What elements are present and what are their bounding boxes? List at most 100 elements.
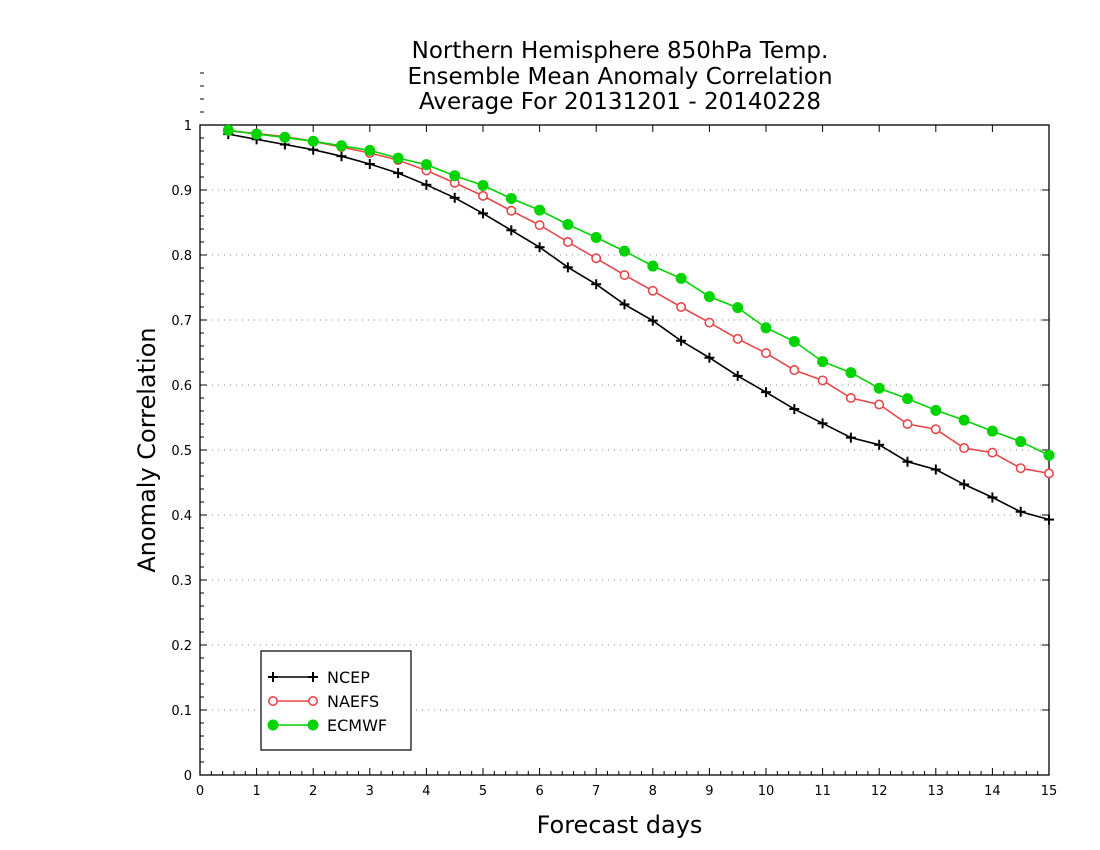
legend: NCEP NAEFS ECMWF bbox=[260, 650, 412, 751]
legend-label-ecmwf: ECMWF bbox=[327, 716, 387, 735]
data-point bbox=[449, 170, 461, 182]
series-lines bbox=[222, 124, 1055, 525]
legend-marker-left bbox=[267, 695, 278, 706]
legend-label-naefs: NAEFS bbox=[327, 692, 379, 711]
data-point bbox=[420, 159, 432, 171]
y-tick-label: 1 bbox=[184, 119, 192, 134]
data-point bbox=[392, 152, 404, 164]
data-point bbox=[505, 192, 517, 204]
x-tick-label: 7 bbox=[592, 784, 600, 799]
data-point bbox=[336, 151, 347, 162]
data-point bbox=[1015, 463, 1026, 474]
data-point bbox=[704, 317, 715, 328]
x-axis-label: Forecast days bbox=[537, 811, 703, 839]
data-point bbox=[562, 218, 574, 230]
data-point bbox=[534, 220, 545, 231]
series-ncep bbox=[223, 129, 1054, 525]
data-point bbox=[675, 272, 687, 284]
series-line-naefs bbox=[228, 130, 1050, 475]
data-point bbox=[902, 393, 913, 405]
series-ecmwf bbox=[222, 124, 1055, 461]
data-point bbox=[307, 135, 319, 147]
data-point bbox=[987, 447, 998, 458]
data-point bbox=[986, 425, 998, 437]
data-point bbox=[279, 131, 291, 143]
legend-marker-right bbox=[308, 672, 318, 682]
data-point bbox=[760, 348, 771, 359]
y-tick-label: 0.7 bbox=[171, 314, 192, 329]
y-tick-label: 0.5 bbox=[171, 444, 192, 459]
data-point bbox=[222, 124, 234, 136]
data-point bbox=[930, 464, 941, 475]
data-point bbox=[1043, 449, 1055, 461]
data-point bbox=[478, 208, 488, 219]
y-tick-label: 0.1 bbox=[171, 704, 192, 719]
title-line-1: Ensemble Mean Anomaly Correlation bbox=[407, 64, 832, 90]
data-point bbox=[789, 404, 800, 415]
series-line-ncep bbox=[228, 133, 1050, 521]
data-point bbox=[930, 404, 942, 416]
y-tick-label: 0.2 bbox=[171, 639, 192, 654]
data-point bbox=[845, 432, 856, 443]
data-point bbox=[732, 333, 743, 344]
y-tick-label: 0.6 bbox=[171, 379, 192, 394]
x-tick-label: 0 bbox=[196, 784, 204, 799]
data-point bbox=[506, 205, 517, 216]
x-tick-label: 5 bbox=[479, 784, 487, 799]
data-point bbox=[449, 192, 460, 203]
x-tick-label: 6 bbox=[535, 784, 543, 799]
data-point bbox=[590, 231, 602, 243]
x-tick-label: 4 bbox=[422, 784, 430, 799]
data-point bbox=[874, 399, 885, 410]
data-point bbox=[760, 322, 772, 334]
data-point bbox=[902, 456, 913, 467]
y-tick-label: 0.3 bbox=[171, 574, 192, 589]
data-point bbox=[817, 375, 828, 386]
data-point bbox=[393, 168, 404, 179]
x-tick-label: 13 bbox=[928, 784, 945, 799]
data-point bbox=[647, 260, 659, 272]
y-tick-label: 0.8 bbox=[171, 249, 192, 264]
data-point bbox=[817, 356, 829, 368]
data-point bbox=[562, 262, 573, 273]
data-point bbox=[845, 392, 856, 403]
data-point bbox=[958, 414, 970, 426]
data-point bbox=[1015, 506, 1026, 517]
data-point bbox=[562, 237, 573, 248]
y-tick-label: 0.4 bbox=[171, 509, 192, 524]
data-point bbox=[1044, 468, 1055, 479]
x-tick-label: 11 bbox=[814, 784, 831, 799]
data-point bbox=[251, 128, 263, 140]
x-tick-label: 1 bbox=[252, 784, 260, 799]
series-line-ecmwf bbox=[228, 129, 1050, 456]
x-tick-label: 15 bbox=[1041, 784, 1058, 799]
legend-marker-right bbox=[307, 719, 319, 731]
data-point bbox=[1015, 436, 1027, 448]
data-point bbox=[732, 302, 744, 314]
data-point bbox=[676, 335, 687, 346]
data-point bbox=[902, 418, 913, 429]
data-point bbox=[959, 443, 970, 454]
data-point bbox=[817, 418, 828, 429]
data-point bbox=[789, 365, 800, 376]
legend-marker-left bbox=[268, 672, 278, 682]
data-point bbox=[761, 387, 771, 398]
data-point bbox=[477, 179, 489, 191]
data-point bbox=[788, 335, 800, 347]
data-point bbox=[873, 382, 885, 394]
series-naefs bbox=[223, 125, 1055, 479]
data-point bbox=[647, 285, 658, 296]
axis-ticks: 00.10.20.30.40.50.60.70.80.910 1 2 3 4 5 6 7 8 9 1… bbox=[171, 72, 1058, 799]
data-point bbox=[534, 204, 546, 216]
data-point bbox=[1044, 514, 1054, 525]
legend-marker-left bbox=[267, 719, 279, 731]
x-tick-label: 12 bbox=[871, 784, 888, 799]
title-line-0: Northern Hemisphere 850hPa Temp. bbox=[412, 38, 829, 64]
y-tick-label: 0.9 bbox=[171, 184, 192, 199]
data-point bbox=[959, 479, 970, 490]
data-point bbox=[591, 279, 602, 290]
data-point bbox=[987, 492, 998, 503]
data-point bbox=[619, 270, 630, 281]
y-axis-label: Anomaly Correlation bbox=[133, 327, 161, 572]
